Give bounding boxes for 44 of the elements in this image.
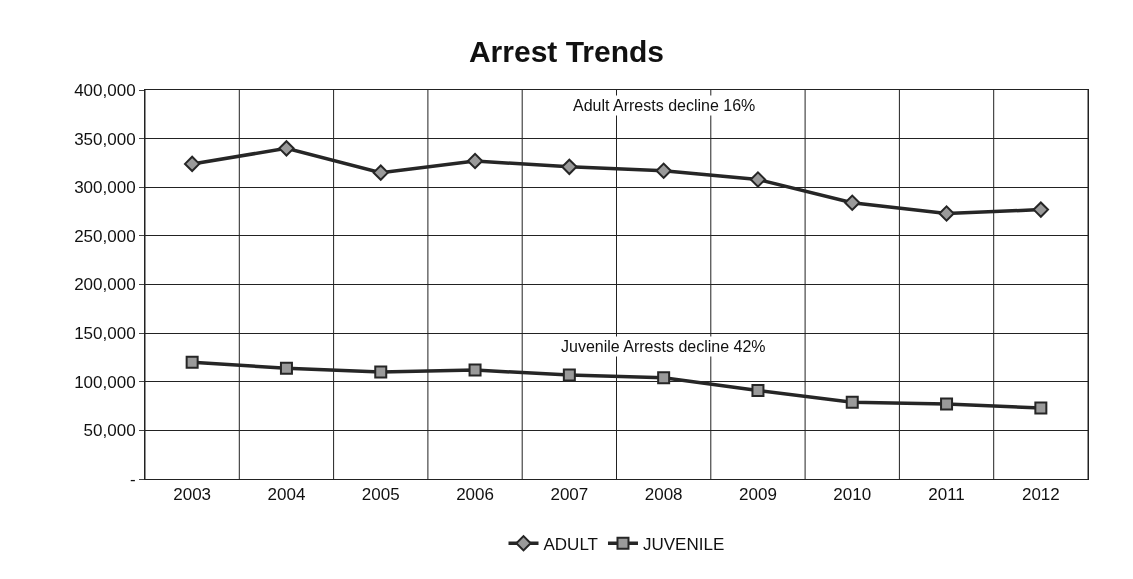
y-tick-label: 50,000 [83,421,136,441]
point [751,384,765,397]
x-tick-label: 2005 [361,485,400,505]
x-tick-label: 2004 [267,485,306,505]
point [655,162,672,179]
point [374,365,388,379]
annotation: Adult Arrests decline 16% [573,97,756,114]
y-tick-label: 300,000 [74,178,136,198]
x-tick-label: 2009 [739,485,777,505]
point [468,363,482,377]
y-tick-label: 150,000 [74,324,136,344]
x-tick-label: 2012 [1021,485,1060,505]
point [845,395,859,409]
annotation: Juvenile Arrests decline 42% [561,338,766,355]
point [372,164,389,181]
y-tick-label: 200,000 [74,275,136,295]
y-tick-label: 100,000 [74,372,136,392]
y-tick-label: 400,000 [74,80,136,100]
point [1032,201,1049,218]
point [561,158,578,175]
point [938,205,955,222]
point [657,371,671,385]
point [844,194,861,211]
x-tick-label: 2008 [644,485,683,505]
x-tick-label: 2006 [456,485,494,505]
point [279,361,293,375]
x-tick-label: 2011 [928,485,965,505]
legend-label: JUVENILE [642,534,725,554]
point [185,355,199,369]
x-tick-label: 2003 [173,485,212,505]
y-tick-label: 350,000 [74,129,136,149]
legend-label: ADULT [543,534,598,554]
point [749,171,767,188]
point [278,140,295,157]
y-tick-label: - [129,469,136,489]
point [184,155,201,173]
point [466,152,484,170]
chart-title: Arrest Trends [468,34,665,68]
point [562,368,576,382]
point [1034,401,1048,415]
x-tick-label: 2010 [833,485,872,505]
point [940,397,954,411]
x-tick-label: 2007 [550,485,589,505]
y-tick-label: 250,000 [74,226,136,246]
